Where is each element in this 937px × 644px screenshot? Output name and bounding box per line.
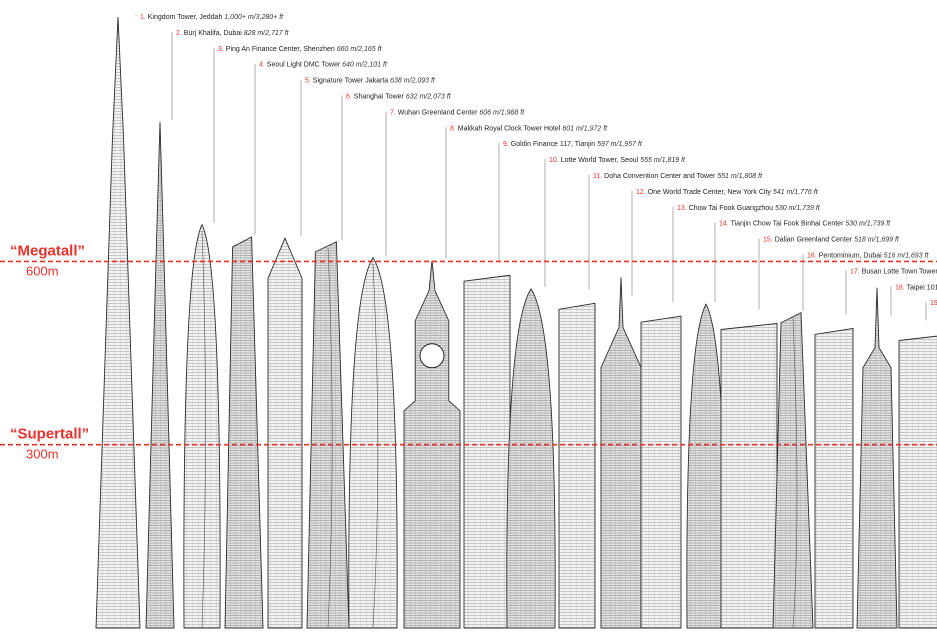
building-name: Lotte World Tower, Seoul	[561, 157, 641, 164]
building-label: 3. Ping An Finance Center, Shenzhen 660 …	[218, 46, 383, 53]
tower-7	[348, 256, 398, 629]
building-label: 1. Kingdom Tower, Jeddah 1,000+ m/3,280+…	[140, 14, 284, 21]
building-name: Signature Tower Jakarta	[313, 78, 390, 85]
building-name: Shanghai Tower	[354, 94, 406, 101]
tower-17	[814, 327, 854, 629]
building-name: Dalian Greenland Center	[775, 237, 854, 244]
building-rank: 4.	[259, 62, 267, 69]
building-height: 516 m/1,693 ft	[884, 253, 930, 260]
building-name: Burj Khalifa, Dubai	[184, 30, 244, 37]
building-rank: 9.	[503, 141, 511, 148]
tower-1	[95, 16, 141, 629]
building-label: 11. Doha Convention Center and Tower 551…	[593, 173, 763, 180]
building-name: Kingdom Tower, Jeddah	[148, 14, 225, 21]
building-label: 17. Busan Lotte Town Tower	[850, 268, 937, 275]
tower-14	[686, 303, 726, 629]
building-name: Pentominium, Dubai	[819, 253, 884, 260]
building-label: 4. Seoul Light DMC Tower 640 m/2,101 ft	[259, 62, 388, 69]
tower-9	[463, 274, 511, 629]
building-label: 8. Makkah Royal Clock Tower Hotel 601 m/…	[450, 125, 608, 132]
building-height: 606 m/1,988 ft	[479, 109, 525, 116]
building-rank: 12.	[636, 189, 648, 196]
building-rank: 10.	[549, 157, 561, 164]
building-height: 601 m/1,972 ft	[562, 125, 608, 132]
tower-3	[183, 223, 221, 629]
tower-5	[267, 237, 303, 629]
building-rank: 1.	[140, 14, 148, 21]
building-label: 14. Tianjin Chow Tai Fook Binhai Center …	[719, 221, 891, 228]
building-label: 18. Taipei 101	[895, 284, 937, 291]
building-name: Tianjin Chow Tai Fook Binhai Center	[731, 221, 846, 228]
threshold-name: “Supertall”	[10, 426, 89, 443]
building-label: 16. Pentominium, Dubai 516 m/1,693 ft	[807, 253, 929, 260]
building-height: 530 m/1,739 ft	[845, 221, 891, 228]
building-rank: 18.	[895, 284, 907, 291]
building-height: 597 m/1,957 ft	[597, 141, 643, 148]
building-label: 7. Wuhan Greenland Center 606 m/1,988 ft	[390, 109, 525, 116]
building-name: Makkah Royal Clock Tower Hotel	[458, 125, 563, 132]
tower-10	[506, 288, 556, 629]
building-name: Busan Lotte Town Tower	[862, 268, 937, 275]
tower-13	[640, 315, 682, 629]
building-name: Seoul Light DMC Tower	[267, 62, 342, 69]
tower-16	[772, 312, 814, 629]
tower-11	[558, 302, 596, 629]
building-label: 15. Dalian Greenland Center 518 m/1,699 …	[763, 237, 900, 244]
building-height: 638 m/2,093 ft	[390, 78, 436, 85]
building-label: 12. One World Trade Center, New York Cit…	[636, 189, 819, 196]
building-label: 5. Signature Tower Jakarta 638 m/2,093 f…	[305, 78, 436, 85]
building-height: 518 m/1,699 ft	[854, 237, 900, 244]
building-rank: 14.	[719, 221, 731, 228]
building-height: 541 m/1,776 ft	[773, 189, 819, 196]
building-rank: 11.	[593, 173, 604, 180]
building-height: 660 m/2,165 ft	[337, 46, 383, 53]
building-height: 1,000+ m/3,280+ ft	[224, 14, 284, 21]
building-name: Taipei 101	[907, 284, 937, 291]
building-rank: 19	[930, 300, 937, 307]
building-height: 828 m/2,717 ft	[244, 30, 290, 37]
tower-2	[145, 122, 175, 629]
building-rank: 3.	[218, 46, 226, 53]
tower-19	[898, 335, 937, 629]
building-height: 530 m/1,739 ft	[775, 205, 821, 212]
building-rank: 7.	[390, 109, 398, 116]
threshold-value: 600m	[26, 263, 59, 278]
building-name: Chow Tai Fook Guangzhou	[689, 205, 775, 212]
building-height: 551 m/1,808 ft	[717, 173, 763, 180]
building-name: One World Trade Center, New York City	[648, 189, 773, 196]
building-name: Wuhan Greenland Center	[398, 109, 480, 116]
threshold-name: “Megatall”	[10, 242, 85, 259]
building-label: 2. Burj Khalifa, Dubai 828 m/2,717 ft	[176, 30, 290, 37]
building-rank: 5.	[305, 78, 313, 85]
threshold-value: 300m	[26, 447, 59, 462]
tower-4	[224, 236, 264, 629]
tower-6	[306, 241, 350, 629]
building-label: 9. Goldin Finance 117, Tianjin 597 m/1,9…	[503, 141, 643, 148]
building-name: Goldin Finance 117, Tianjin	[511, 141, 597, 148]
tower-12	[600, 277, 642, 629]
building-rank: 8.	[450, 125, 458, 132]
building-rank: 2.	[176, 30, 184, 37]
building-label: 6. Shanghai Tower 632 m/2,073 ft	[346, 94, 452, 101]
building-height: 640 m/2,101 ft	[342, 62, 388, 69]
building-label: 19	[930, 300, 937, 307]
building-height: 555 m/1,819 ft	[640, 157, 686, 164]
building-name: Ping An Finance Center, Shenzhen	[226, 46, 337, 53]
building-rank: 17.	[850, 268, 862, 275]
building-name: Doha Convention Center and Tower	[604, 173, 717, 180]
building-rank: 6.	[346, 94, 354, 101]
building-height: 632 m/2,073 ft	[406, 94, 452, 101]
building-rank: 13.	[677, 205, 689, 212]
building-label: 10. Lotte World Tower, Seoul 555 m/1,819…	[549, 157, 686, 164]
building-rank: 15.	[763, 237, 775, 244]
tower-15	[720, 323, 778, 629]
building-label: 13. Chow Tai Fook Guangzhou 530 m/1,739 …	[677, 205, 821, 212]
building-rank: 16.	[807, 253, 819, 260]
tower-18	[856, 287, 898, 629]
